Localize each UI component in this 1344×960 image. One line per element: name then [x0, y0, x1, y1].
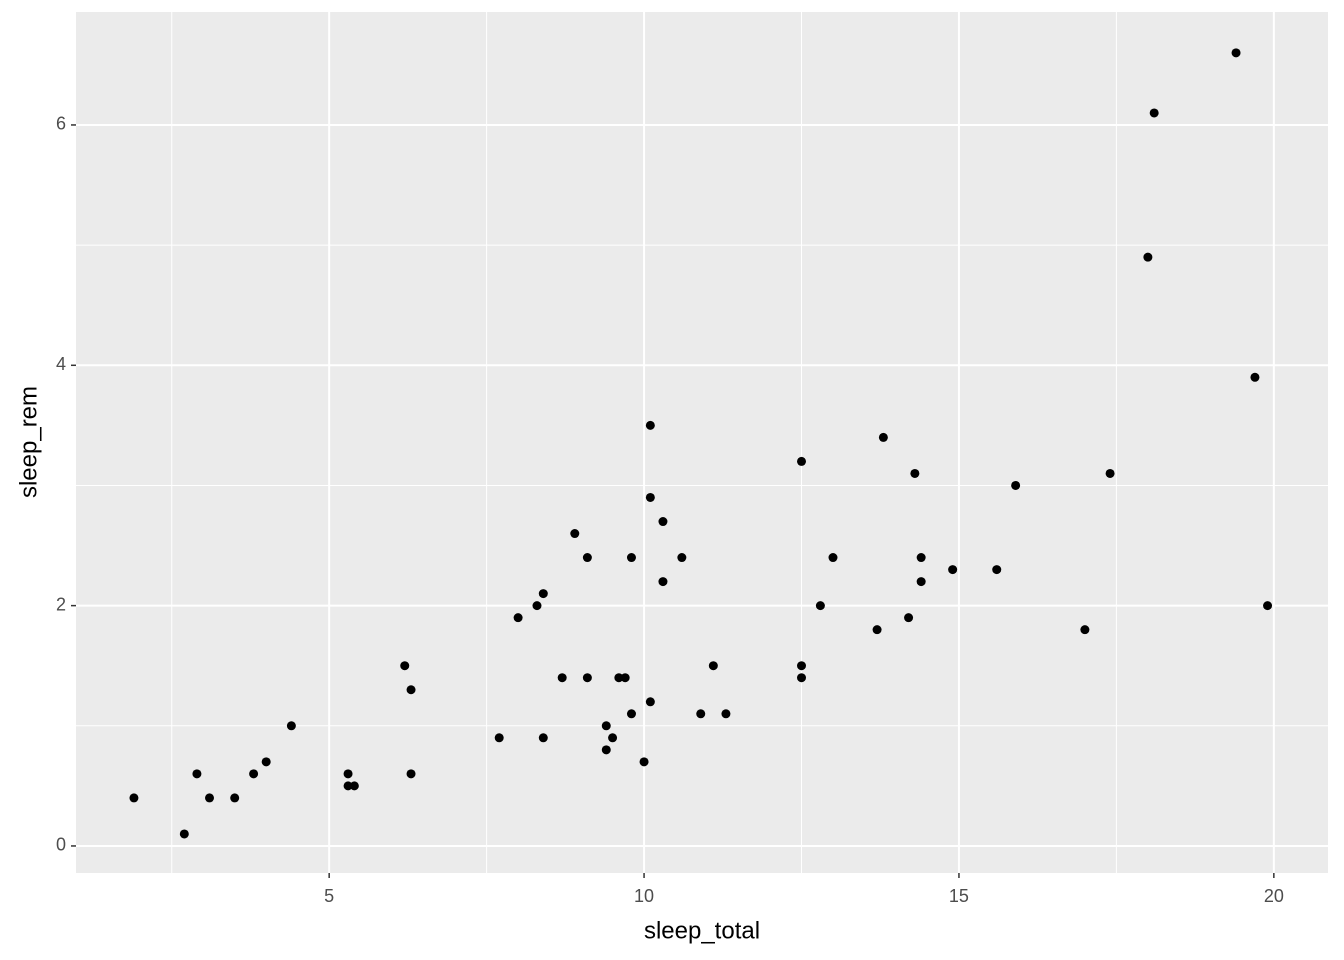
point — [601, 745, 611, 755]
y-tick-label: 4 — [56, 354, 66, 374]
point — [406, 769, 416, 779]
point — [797, 661, 807, 671]
y-tick-label: 0 — [56, 835, 66, 855]
point — [343, 769, 353, 779]
panel — [76, 12, 1328, 873]
point — [400, 661, 410, 671]
point — [582, 673, 592, 683]
point — [878, 432, 888, 442]
point — [626, 709, 636, 719]
point — [620, 673, 630, 683]
point — [916, 553, 926, 563]
point — [916, 577, 926, 587]
point — [557, 673, 567, 683]
point — [582, 553, 592, 563]
y-tick-label: 2 — [56, 594, 66, 614]
point — [696, 709, 706, 719]
point — [261, 757, 271, 767]
point — [205, 793, 215, 803]
point — [948, 565, 958, 575]
point — [230, 793, 240, 803]
point — [494, 733, 504, 743]
point — [797, 673, 807, 683]
point — [658, 517, 668, 527]
point — [645, 492, 655, 502]
point — [1263, 601, 1273, 611]
point — [349, 781, 359, 791]
x-tick-label: 5 — [324, 886, 334, 906]
point — [910, 468, 920, 478]
y-axis-title: sleep_rem — [15, 386, 42, 498]
point — [992, 565, 1002, 575]
x-tick-label: 20 — [1264, 886, 1284, 906]
point — [601, 721, 611, 731]
point — [708, 661, 718, 671]
point — [513, 613, 523, 623]
y-tick-label: 6 — [56, 114, 66, 134]
point — [1231, 48, 1241, 58]
point — [1143, 252, 1153, 262]
x-tick-label: 10 — [634, 886, 654, 906]
point — [192, 769, 202, 779]
point — [626, 553, 636, 563]
point — [343, 781, 353, 791]
point — [538, 589, 548, 599]
x-tick-label: 15 — [949, 886, 969, 906]
point — [872, 625, 882, 635]
point — [179, 829, 189, 839]
point — [639, 757, 649, 767]
point — [538, 733, 548, 743]
points — [129, 48, 1273, 839]
point — [406, 685, 416, 695]
point — [1080, 625, 1090, 635]
point — [1149, 108, 1159, 118]
point — [645, 697, 655, 707]
point — [129, 793, 139, 803]
point — [570, 529, 580, 539]
point — [828, 553, 838, 563]
point — [1250, 372, 1260, 382]
grid — [76, 12, 1328, 873]
point — [608, 733, 618, 743]
point — [904, 613, 914, 623]
point — [249, 769, 259, 779]
x-axis-title: sleep_total — [644, 917, 760, 944]
point — [645, 420, 655, 430]
point — [677, 553, 687, 563]
point — [797, 456, 807, 466]
point — [532, 601, 542, 611]
point — [614, 673, 624, 683]
point — [815, 601, 825, 611]
point — [658, 577, 668, 587]
point — [1105, 468, 1115, 478]
point — [286, 721, 296, 731]
point — [721, 709, 731, 719]
point — [1011, 480, 1021, 490]
